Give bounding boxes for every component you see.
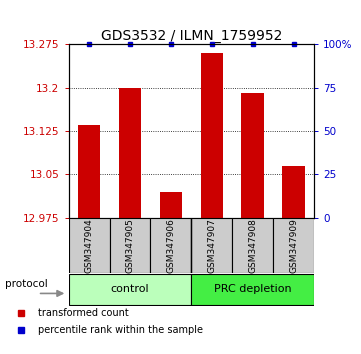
Bar [69, 218, 109, 273]
Bar [282, 166, 305, 218]
Title: GDS3532 / ILMN_1759952: GDS3532 / ILMN_1759952 [101, 29, 282, 43]
Text: GSM347904: GSM347904 [84, 218, 93, 273]
Bar [78, 125, 100, 218]
Text: GSM347907: GSM347907 [207, 218, 216, 273]
Bar [200, 53, 223, 218]
Text: GSM347908: GSM347908 [248, 218, 257, 273]
Bar [69, 274, 191, 304]
Text: percentile rank within the sample: percentile rank within the sample [38, 325, 203, 335]
Bar [151, 218, 191, 273]
Bar [119, 88, 141, 218]
Bar [242, 93, 264, 218]
Text: PRC depletion: PRC depletion [214, 284, 292, 294]
Bar [273, 218, 314, 273]
Text: GSM347909: GSM347909 [289, 218, 298, 273]
Bar [109, 218, 151, 273]
Bar [191, 218, 232, 273]
Text: protocol: protocol [5, 279, 48, 289]
Text: control: control [111, 284, 149, 294]
Bar [232, 218, 273, 273]
Text: GSM347906: GSM347906 [166, 218, 175, 273]
Text: transformed count: transformed count [38, 308, 129, 318]
Text: GSM347905: GSM347905 [126, 218, 134, 273]
Bar [160, 192, 182, 218]
Bar [191, 274, 314, 304]
